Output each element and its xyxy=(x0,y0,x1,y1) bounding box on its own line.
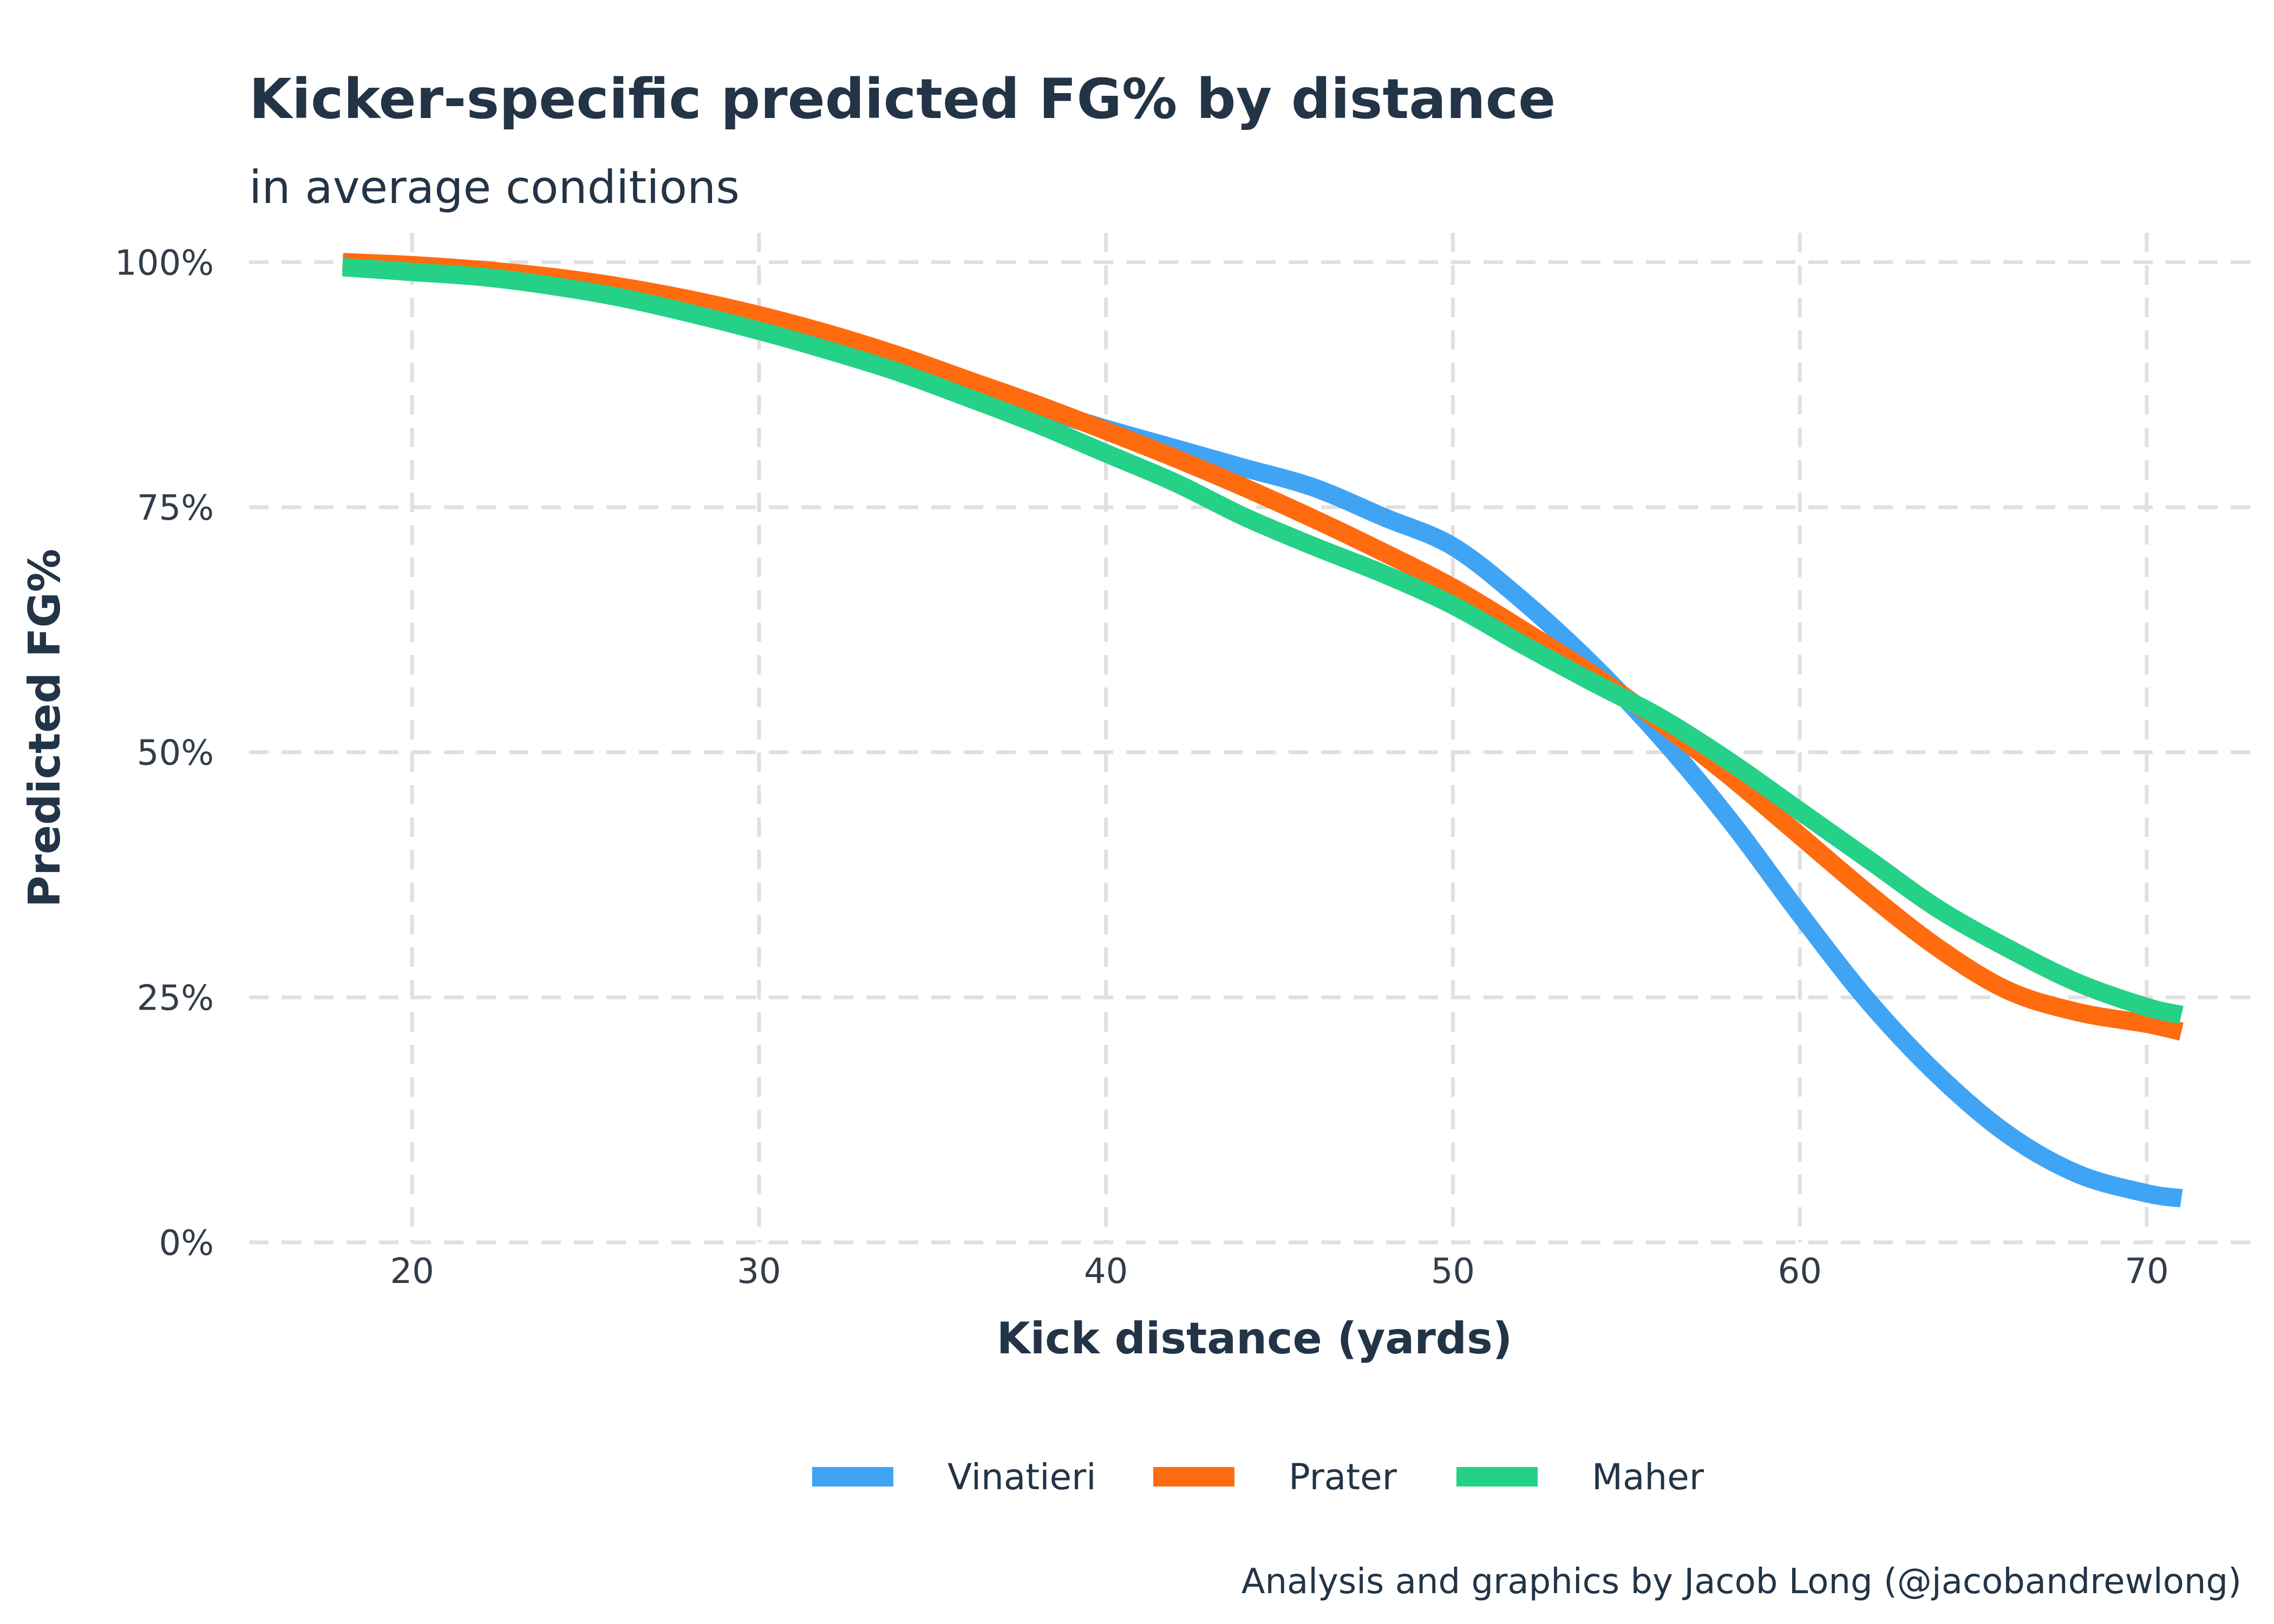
x-tick-label-70: 70 xyxy=(2125,1252,2168,1292)
y-tick-label-2: 50% xyxy=(137,734,214,774)
legend-swatch-maher xyxy=(1456,1467,1538,1487)
tick-layer: 20 30 40 50 60 70 0% 25% 50% 75% 100% xyxy=(115,243,2169,1292)
legend-label-vinatieri: Vinatieri xyxy=(948,1456,1096,1498)
x-axis-title: Kick distance (yards) xyxy=(997,1313,1513,1364)
y-tick-label-3: 75% xyxy=(137,488,214,528)
legend-item-maher: Maher xyxy=(1456,1456,1704,1498)
y-tick-label-4: 100% xyxy=(115,243,214,283)
x-tick-label-60: 60 xyxy=(1778,1252,1821,1292)
grid-layer xyxy=(249,233,2258,1245)
y-tick-label-0: 0% xyxy=(159,1223,214,1263)
legend-item-vinatieri: Vinatieri xyxy=(812,1456,1096,1498)
legend-label-prater: Prater xyxy=(1289,1456,1397,1498)
x-tick-label-50: 50 xyxy=(1431,1252,1475,1292)
y-axis-title: Predicted FG% xyxy=(19,549,70,908)
x-tick-label-20: 20 xyxy=(390,1252,434,1292)
series-line-vinatieri xyxy=(342,253,2183,1208)
chart-title: Kicker-specific predicted FG% by distanc… xyxy=(249,67,1556,132)
legend-label-maher: Maher xyxy=(1592,1456,1704,1498)
series-line-maher xyxy=(342,258,2184,1024)
legend: Vinatieri Prater Maher xyxy=(812,1456,1704,1498)
series-layer xyxy=(342,253,2184,1208)
y-tick-label-1: 25% xyxy=(137,978,214,1018)
x-tick-label-40: 40 xyxy=(1084,1252,1128,1292)
legend-swatch-prater xyxy=(1153,1467,1234,1487)
series-line-prater xyxy=(342,253,2184,1041)
chart-subtitle: in average conditions xyxy=(249,161,740,214)
legend-item-prater: Prater xyxy=(1153,1456,1397,1498)
chart-caption: Analysis and graphics by Jacob Long (@ja… xyxy=(1241,1562,2242,1602)
x-tick-label-30: 30 xyxy=(737,1252,781,1292)
legend-swatch-vinatieri xyxy=(812,1467,893,1487)
